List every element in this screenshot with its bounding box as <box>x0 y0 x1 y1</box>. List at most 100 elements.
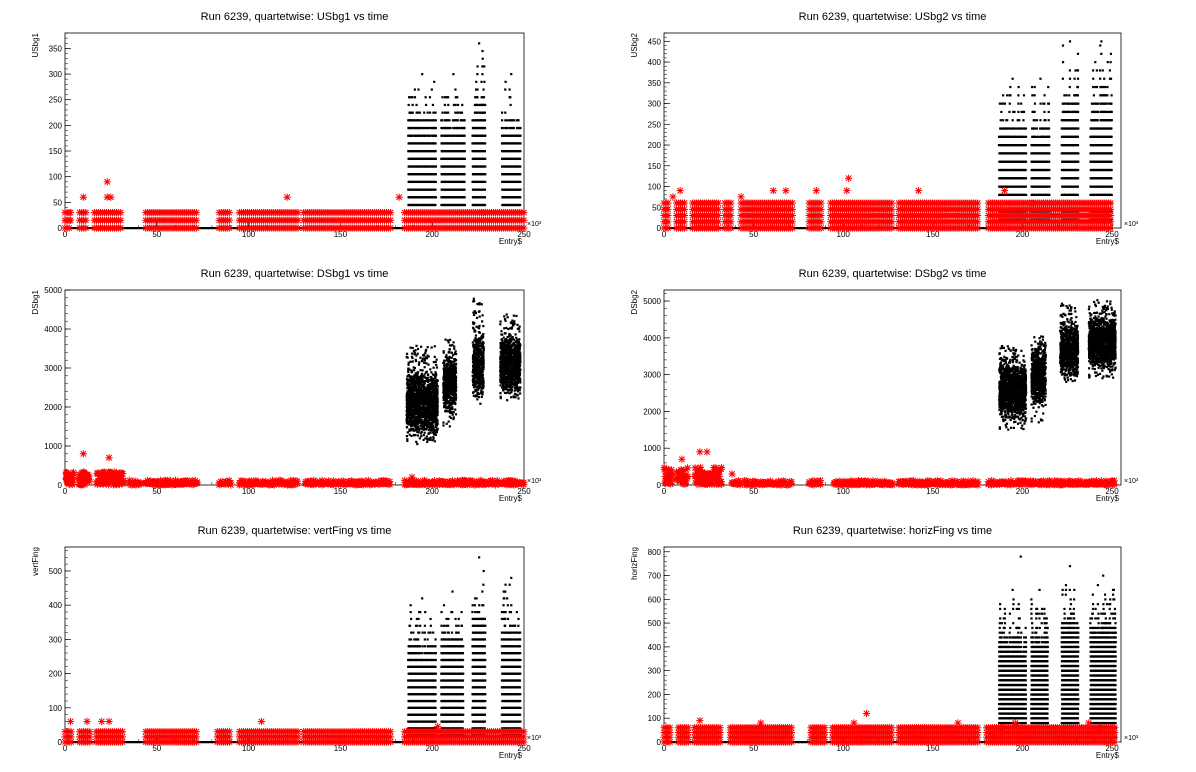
data-point <box>481 65 484 68</box>
data-point <box>1020 102 1023 105</box>
data-point <box>1009 144 1013 147</box>
data-point <box>1092 177 1095 180</box>
data-point <box>1019 193 1022 197</box>
y-tick-label: 450 <box>648 37 662 46</box>
data-point <box>1014 185 1017 188</box>
data-point <box>1077 160 1080 163</box>
data-point <box>1100 127 1103 130</box>
data-point <box>483 203 487 207</box>
data-point <box>417 111 420 114</box>
data-point <box>513 180 516 184</box>
data-point <box>420 126 423 130</box>
x-tick-label: 0 <box>63 230 68 239</box>
y-tick-label: 350 <box>648 79 662 88</box>
data-point <box>1002 102 1005 105</box>
red-marker <box>664 199 672 207</box>
data-point <box>1106 61 1109 64</box>
x-tick-label: 0 <box>662 230 667 239</box>
data-point <box>473 142 477 145</box>
x-tick-label: 250 <box>517 230 531 239</box>
data-point <box>1022 94 1026 97</box>
data-point <box>1110 127 1113 130</box>
data-point <box>411 111 414 114</box>
chart-panel-0: Run 6239, quartetwise: USbg1 vs time0501… <box>31 11 542 246</box>
data-point <box>416 203 419 207</box>
data-point <box>1044 119 1047 122</box>
data-point <box>1011 77 1014 80</box>
data-point <box>501 173 504 176</box>
data-point <box>484 180 487 184</box>
data-point <box>476 103 479 107</box>
data-point <box>418 188 421 191</box>
data-point <box>1011 168 1014 172</box>
data-point <box>481 96 484 99</box>
data-point <box>418 180 421 184</box>
data-point <box>426 165 429 168</box>
data-point <box>1093 152 1096 155</box>
red-marker <box>817 218 825 226</box>
data-point <box>519 196 522 199</box>
data-point <box>476 65 479 68</box>
data-point <box>422 157 425 160</box>
data-point <box>445 96 448 99</box>
data-point <box>138 227 142 230</box>
data-point <box>1110 218 1113 221</box>
data-point <box>517 157 520 160</box>
data-point <box>506 142 509 145</box>
data-point <box>1110 119 1113 122</box>
data-point <box>1006 94 1009 97</box>
data-point <box>1030 152 1033 155</box>
data-point <box>1094 177 1097 180</box>
data-point <box>397 227 400 230</box>
data-point <box>687 227 690 230</box>
data-point <box>481 119 484 122</box>
data-point <box>1092 85 1095 89</box>
data-point <box>479 134 483 137</box>
data-point <box>1018 119 1021 122</box>
data-point <box>1037 135 1040 138</box>
data-point <box>1047 119 1050 122</box>
data-point <box>1011 119 1014 122</box>
data-point <box>421 196 425 199</box>
red-marker <box>680 205 689 213</box>
data-point <box>1011 127 1014 130</box>
data-point <box>1077 102 1080 105</box>
data-point <box>1042 160 1045 163</box>
data-point <box>421 173 425 176</box>
data-point <box>472 134 476 137</box>
data-point <box>452 165 455 168</box>
data-point <box>446 126 449 130</box>
data-point <box>1063 168 1066 172</box>
data-point <box>428 119 432 122</box>
data-point <box>509 142 512 145</box>
red-marker <box>664 224 672 232</box>
data-point <box>463 126 466 130</box>
data-point <box>431 103 435 107</box>
data-point <box>1076 94 1080 97</box>
data-point <box>1067 168 1070 172</box>
data-point <box>1039 152 1042 155</box>
data-point <box>1012 110 1015 114</box>
data-point <box>1110 193 1113 197</box>
data-point <box>476 180 479 184</box>
data-point <box>796 227 799 230</box>
data-point <box>1099 69 1102 72</box>
data-point <box>459 150 463 153</box>
data-point <box>1047 85 1050 89</box>
data-point <box>1048 135 1051 138</box>
data-point <box>463 180 466 184</box>
data-point <box>449 142 452 145</box>
red-marker <box>888 218 896 226</box>
data-point <box>1048 152 1051 155</box>
data-point <box>1108 119 1111 122</box>
y-axis-label: USbg2 <box>630 32 639 57</box>
data-point <box>803 227 806 230</box>
data-point <box>424 126 427 130</box>
red-marker <box>65 224 73 232</box>
data-point <box>1100 52 1103 55</box>
data-point <box>443 150 446 153</box>
data-point <box>1068 102 1071 105</box>
data-point <box>447 111 450 114</box>
data-point <box>734 227 737 230</box>
